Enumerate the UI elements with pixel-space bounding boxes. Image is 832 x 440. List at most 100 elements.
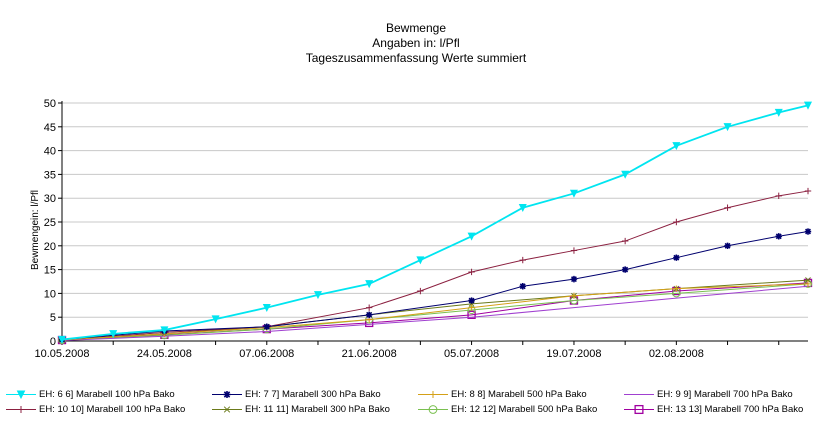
x-tick-label: 02.08.2008 <box>649 348 704 360</box>
legend-swatch <box>624 404 654 415</box>
legend-swatch <box>418 405 448 414</box>
y-tick-label: 5 <box>50 312 56 324</box>
chart-title-line-1: Bewmenge <box>385 21 447 35</box>
chart-axes: 0 5 10 15 20 25 30 35 40 45 50 10.05.2008 24.05.2008… <box>34 98 808 360</box>
x-tick-label: 24.05.2008 <box>137 348 192 360</box>
legend-item: EH: 13 13] Marabell 700 hPa Bako <box>624 402 803 417</box>
y-tick-label: 35 <box>44 169 56 181</box>
data-point-marker <box>417 287 424 295</box>
series-4-line <box>61 285 809 342</box>
x-tick-label: 19.07.2008 <box>546 348 601 360</box>
data-point-marker <box>673 285 680 292</box>
y-tick-label: 30 <box>44 193 56 205</box>
data-point-marker <box>365 311 373 319</box>
series-2-group <box>58 228 812 343</box>
legend-row: EH: 10 10] Marabell 100 hPa Bako EH: 11 1… <box>6 402 832 417</box>
line-chart: 0 5 10 15 20 25 30 35 40 45 50 10.05.2008 24.05.2008… <box>30 98 813 360</box>
data-point-marker <box>468 304 475 311</box>
data-point-marker <box>262 303 271 312</box>
legend-item: EH: 11 11] Marabell 300 hPa Bako <box>212 402 390 417</box>
data-point-marker <box>804 187 812 195</box>
data-point-marker <box>519 256 526 264</box>
data-point-marker <box>621 237 629 245</box>
data-point-marker <box>805 277 811 283</box>
data-point-marker <box>804 228 812 235</box>
legend-swatch <box>6 390 36 400</box>
chart-title-line-3: Tageszusammenfassung Werte summiert <box>305 51 527 65</box>
data-point-marker <box>223 390 231 399</box>
data-point-marker <box>774 108 783 117</box>
series-2-line <box>61 231 809 341</box>
series-layer <box>57 101 813 345</box>
legend-swatch <box>624 394 654 395</box>
legend-label: EH: 11 11] Marabell 300 hPa Bako <box>245 404 390 415</box>
data-point-marker <box>428 405 438 414</box>
data-point-marker <box>634 404 644 415</box>
legend-item: EH: 6 6] Marabell 100 hPa Bako <box>6 387 175 402</box>
data-point-marker <box>468 268 475 276</box>
legend-swatch <box>212 406 242 413</box>
series-1-line <box>61 104 809 341</box>
legend-label: EH: 10 10] Marabell 100 hPa Bako <box>39 404 186 415</box>
data-point-marker <box>775 192 782 200</box>
data-point-marker <box>467 310 476 319</box>
data-point-marker <box>211 315 220 324</box>
data-point-marker <box>365 304 373 311</box>
data-point-marker <box>775 233 782 240</box>
data-point-marker <box>570 292 578 299</box>
data-point-marker <box>263 323 270 330</box>
series-1-group <box>57 101 813 344</box>
data-point-marker <box>804 280 812 288</box>
data-point-marker <box>570 247 578 254</box>
x-tick-label: 10.05.2008 <box>34 348 89 360</box>
legend-row: EH: 6 6] Marabell 100 hPa Bako EH: 7 7] M… <box>6 387 832 402</box>
data-point-marker <box>673 218 680 226</box>
data-point-marker <box>672 142 681 151</box>
legend-item: EH: 7 7] Marabell 300 hPa Bako <box>212 387 381 402</box>
x-tick-label: 07.06.2008 <box>239 348 294 360</box>
grid-lines <box>62 102 808 318</box>
legend-label: EH: 12 12] Marabell 500 hPa Bako <box>451 404 598 415</box>
data-point-marker <box>223 406 231 413</box>
data-point-marker <box>519 283 526 290</box>
data-point-marker <box>17 405 25 414</box>
data-point-marker <box>723 123 732 132</box>
legend-item: EH: 9 9] Marabell 700 hPa Bako <box>624 387 793 402</box>
x-tick-label: 05.07.2008 <box>444 348 499 360</box>
legend-swatch <box>6 405 36 414</box>
legend-label: EH: 8 8] Marabell 500 hPa Bako <box>451 389 587 400</box>
legend-swatch <box>212 390 242 399</box>
y-tick-label: 45 <box>44 122 56 134</box>
data-point-marker <box>518 204 527 213</box>
data-point-marker <box>313 291 322 300</box>
y-tick-label: 15 <box>44 265 56 277</box>
data-point-marker <box>673 254 680 261</box>
data-point-marker <box>570 275 578 283</box>
data-point-marker <box>467 232 476 241</box>
data-point-marker <box>569 189 578 198</box>
data-point-marker <box>724 242 731 249</box>
data-point-marker <box>468 297 475 304</box>
data-point-marker <box>109 330 118 339</box>
data-point-marker <box>16 390 26 400</box>
legend-label: EH: 13 13] Marabell 700 hPa Bako <box>657 404 804 415</box>
chart-title-line-2: Angaben in: l/Pfl <box>372 36 460 50</box>
legend-label: EH: 7 7] Marabell 300 hPa Bako <box>245 389 381 400</box>
legend-swatch <box>418 390 448 399</box>
data-point-marker <box>621 170 630 179</box>
legend: EH: 6 6] Marabell 100 hPa Bako EH: 7 7] M… <box>6 387 832 417</box>
data-point-marker <box>803 101 813 110</box>
y-tick-label: 50 <box>44 98 56 110</box>
legend-item: EH: 10 10] Marabell 100 hPa Bako <box>6 402 185 417</box>
y-tick-label: 20 <box>44 241 56 253</box>
y-tick-label: 0 <box>50 336 56 348</box>
y-tick-label: 25 <box>44 217 56 229</box>
y-tick-label: 40 <box>44 146 56 158</box>
legend-label: EH: 9 9] Marabell 700 hPa Bako <box>657 389 793 400</box>
y-tick-label: 10 <box>44 288 56 300</box>
data-point-marker <box>57 335 67 344</box>
series-6-group <box>59 277 811 343</box>
data-point-marker <box>160 326 169 335</box>
legend-item: EH: 8 8] Marabell 500 hPa Bako <box>418 387 587 402</box>
series-4-group <box>61 285 809 342</box>
